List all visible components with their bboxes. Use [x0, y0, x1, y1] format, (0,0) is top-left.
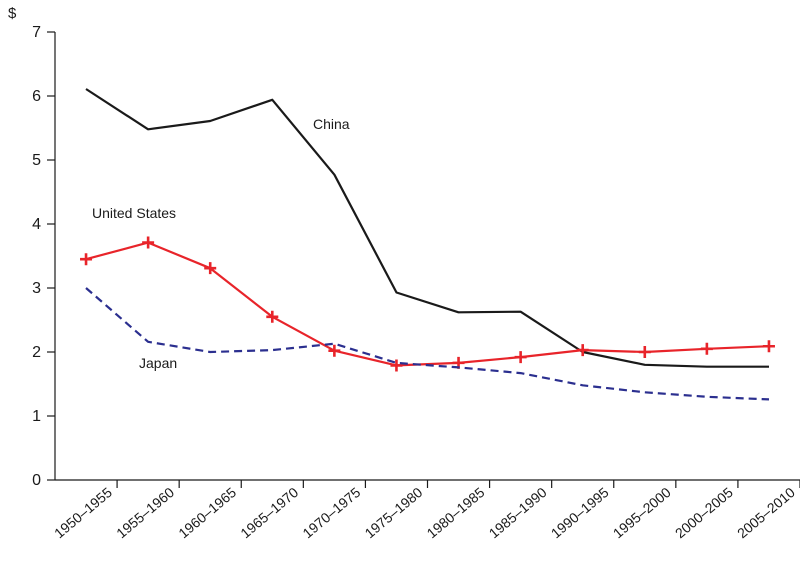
data-point-united-states	[762, 340, 775, 353]
series-label-china: China	[313, 116, 350, 132]
data-point-united-states	[142, 236, 155, 249]
x-tick-label: 1960–1965	[175, 484, 239, 541]
y-axis-label: $	[8, 5, 17, 22]
y-tick-label: 0	[32, 472, 41, 489]
series-layer	[80, 88, 775, 401]
x-tick-label: 1950–1955	[51, 484, 115, 541]
x-tick-label: 1970–1975	[299, 484, 363, 541]
y-tick-label: 6	[32, 88, 41, 105]
data-point-united-states	[576, 344, 589, 357]
chart-axes: 0 1 2 3 4 5 6 7 $1950–19551955–19601960–19651965…	[8, 5, 800, 541]
series-label-united-states: United States	[92, 205, 176, 221]
x-tick-label: 1975–1980	[361, 484, 425, 541]
series-china	[85, 88, 769, 368]
x-tick-label: 2005–2010	[734, 484, 798, 541]
y-tick-label: 3	[32, 280, 41, 297]
data-point-united-states	[204, 262, 217, 275]
y-tick-label: 1	[32, 408, 41, 425]
y-tick-label: 7	[32, 24, 41, 41]
series-label-japan: Japan	[139, 355, 177, 371]
data-point-united-states	[328, 344, 341, 357]
x-tick-label: 2000–2005	[672, 484, 736, 541]
data-point-united-states	[514, 351, 527, 364]
y-tick-label: 4	[32, 216, 41, 233]
series-united-states	[80, 236, 775, 372]
series-labels: China United States Japan	[92, 116, 350, 371]
data-point-united-states	[266, 310, 279, 323]
y-tick-label: 5	[32, 152, 41, 169]
data-point-united-states	[638, 346, 651, 358]
x-tick-label: 1965–1970	[237, 484, 301, 541]
data-point-united-states	[390, 359, 403, 372]
series-japan	[85, 287, 770, 401]
data-point-united-states	[700, 342, 713, 355]
series-line-china	[85, 88, 769, 368]
x-tick-label: 1985–1990	[486, 484, 550, 541]
x-tick-label: 1980–1985	[424, 484, 488, 541]
x-tick-label: 1995–2000	[610, 484, 674, 541]
x-tick-label: 1955–1960	[113, 484, 177, 541]
series-line-japan	[85, 287, 770, 401]
series-line-united-states	[85, 241, 770, 367]
y-tick-label: 2	[32, 344, 41, 361]
x-tick-label: 1990–1995	[548, 484, 612, 541]
data-point-united-states	[80, 253, 93, 266]
